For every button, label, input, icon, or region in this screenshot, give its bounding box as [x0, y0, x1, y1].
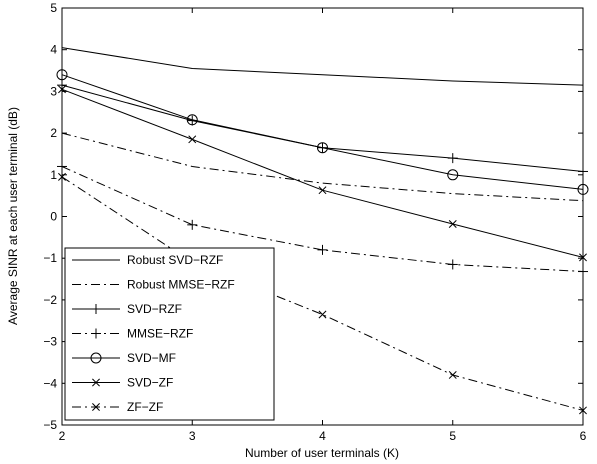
y-tick-label: −5 [43, 418, 57, 432]
legend: Robust SVD−RZF Robust MMSE−RZF SVD−RZF MMSE… [64, 247, 275, 421]
x-tick-label: 6 [580, 429, 587, 443]
data-point [318, 310, 327, 319]
data-point [447, 153, 458, 164]
series-line-2 [61, 132, 584, 202]
legend-marker [91, 304, 101, 314]
legend-marker [92, 378, 100, 387]
data-point [448, 371, 457, 379]
y-tick-label: 3 [50, 84, 57, 98]
y-tick-label: −2 [43, 293, 57, 307]
series-line-5 [61, 74, 584, 190]
series-line-1 [61, 47, 584, 86]
data-point [447, 259, 458, 270]
legend-label: MMSE−RZF [127, 327, 193, 341]
series-line-7 [61, 176, 584, 411]
data-point [317, 142, 328, 154]
legend-item: MMSE−RZF [72, 327, 193, 341]
legend-marker [91, 328, 101, 339]
ticks-layer: 2 3 4 5 6 −5 −4 −3 −2 −1 0 1 2 3 4 5 [43, 1, 586, 443]
legend-item: SVD−RZF [72, 302, 182, 316]
x-tick-label: 4 [319, 429, 326, 443]
legend-label: ZF−ZF [127, 400, 163, 414]
y-tick-label: −1 [43, 251, 57, 265]
y-axis-label: Average SINR at each user terminal (dB) [6, 107, 20, 325]
legend-label: SVD−RZF [127, 302, 182, 316]
data-point [447, 169, 459, 181]
data-point [318, 186, 327, 195]
legend-label: SVD−ZF [127, 376, 173, 390]
series-line-4 [61, 166, 584, 272]
y-tick-label: 2 [50, 126, 57, 140]
y-tick-label: −3 [43, 335, 57, 349]
legend-label: Robust MMSE−RZF [127, 278, 235, 292]
legend-item: Robust SVD−RZF [72, 253, 223, 267]
x-tick-label: 2 [59, 429, 66, 443]
legend-item: SVD−ZF [72, 376, 173, 390]
x-axis-label: Number of user terminals (K) [245, 446, 399, 460]
y-tick-label: 5 [50, 1, 57, 15]
x-tick-label: 3 [189, 429, 196, 443]
data-point [188, 135, 197, 144]
y-tick-label: 1 [50, 168, 57, 182]
legend-item: ZF−ZF [72, 400, 163, 414]
legend-item: Robust MMSE−RZF [72, 278, 235, 292]
y-tick-label: −4 [43, 376, 57, 390]
x-tick-label: 5 [449, 429, 456, 443]
data-point [187, 219, 198, 230]
data-point [186, 114, 198, 126]
legend-marker [90, 352, 102, 364]
series-layer [56, 47, 589, 415]
data-point [317, 244, 328, 255]
y-tick-label: 4 [50, 43, 57, 57]
legend-item: SVD−MF [72, 351, 176, 365]
legend-label: SVD−MF [127, 351, 176, 365]
y-tick-label: 0 [50, 210, 57, 224]
legend-marker [92, 403, 100, 411]
data-point [448, 220, 457, 228]
legend-label: Robust SVD−RZF [127, 253, 223, 267]
